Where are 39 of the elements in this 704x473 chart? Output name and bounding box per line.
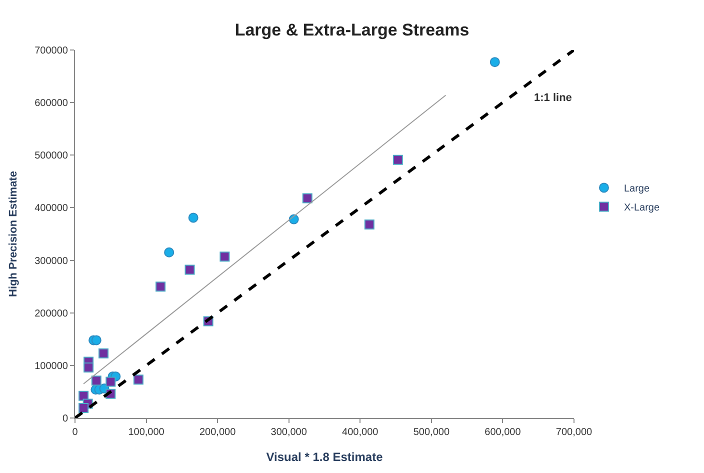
point bbox=[184, 264, 195, 275]
point bbox=[392, 154, 403, 165]
y-tick-label: 400000 bbox=[34, 203, 68, 214]
y-tick-label: 300000 bbox=[34, 256, 68, 267]
legend-label: X-Large bbox=[624, 202, 660, 214]
point bbox=[78, 403, 89, 414]
y-tick-label: 700000 bbox=[34, 46, 68, 56]
chart-title: Large & Extra-Large Streams bbox=[234, 20, 470, 40]
point bbox=[490, 57, 500, 68]
x-axis-title: Visual * 1.8 Estimate bbox=[266, 450, 384, 464]
x-tick-label: 100,000 bbox=[128, 427, 165, 438]
legend-label: Large bbox=[624, 184, 650, 195]
y-tick-label: 200000 bbox=[34, 308, 68, 320]
x-tick-label: 200,000 bbox=[199, 427, 236, 438]
point bbox=[156, 282, 166, 292]
annotation: 1:1 line bbox=[534, 92, 572, 104]
x-tick-label: 400,000 bbox=[342, 427, 379, 438]
y-axis-title: High Precision Estimate bbox=[7, 171, 20, 297]
x-tick-label: 300,000 bbox=[270, 427, 308, 438]
point bbox=[84, 362, 94, 373]
point bbox=[302, 193, 312, 204]
x-tick-label: 0 bbox=[72, 427, 78, 438]
point bbox=[78, 390, 89, 401]
x-tick-label: 500,000 bbox=[413, 427, 450, 438]
y-tick-label: 500000 bbox=[34, 150, 68, 162]
y-tick-label: 100000 bbox=[34, 360, 68, 372]
point bbox=[188, 212, 198, 223]
point bbox=[133, 374, 144, 385]
x-tick-label: 700,000 bbox=[556, 427, 593, 438]
point bbox=[164, 247, 174, 258]
point bbox=[98, 348, 109, 358]
point bbox=[91, 335, 102, 346]
y-tick-label: 0 bbox=[62, 414, 68, 424]
y-tick-label: 600000 bbox=[34, 98, 68, 110]
point bbox=[364, 220, 374, 230]
x-tick-label: 600,000 bbox=[484, 427, 522, 438]
point bbox=[91, 376, 102, 386]
point bbox=[220, 252, 230, 262]
point bbox=[106, 376, 116, 387]
